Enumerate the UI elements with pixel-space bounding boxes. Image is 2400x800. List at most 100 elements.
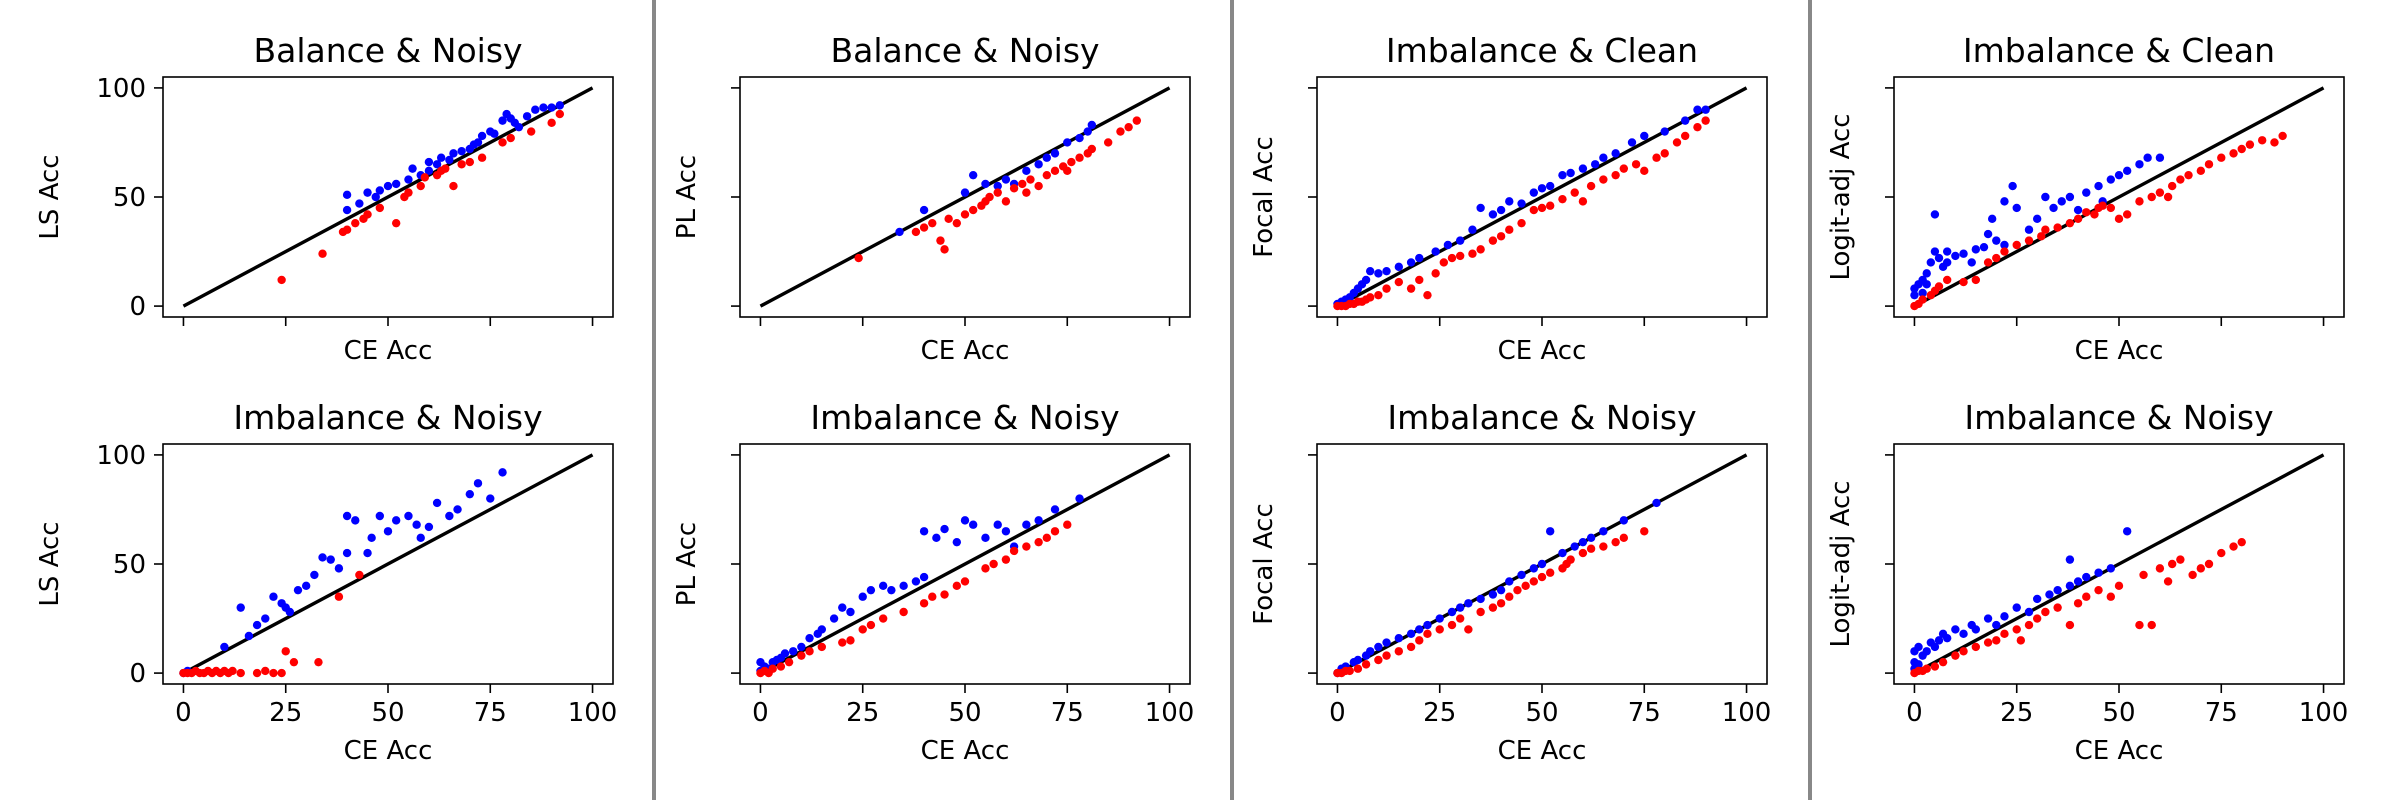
data-point <box>846 607 855 617</box>
data-point <box>1967 258 1976 267</box>
data-point <box>1529 205 1539 215</box>
data-point <box>342 548 352 558</box>
data-point <box>2155 188 2165 197</box>
data-point <box>1496 205 1506 215</box>
data-point <box>899 581 908 591</box>
data-point <box>486 494 495 503</box>
data-point <box>1365 293 1375 302</box>
data-point <box>2229 149 2238 158</box>
data-point <box>981 564 990 573</box>
data-point <box>441 164 450 173</box>
data-point <box>277 668 286 678</box>
data-point <box>424 166 434 176</box>
data-point <box>445 155 454 165</box>
data-point <box>1914 660 1923 669</box>
data-point <box>449 181 458 191</box>
data-point <box>1521 581 1530 591</box>
data-point <box>895 227 904 237</box>
data-point <box>2196 564 2206 573</box>
data-point <box>371 192 380 202</box>
data-point <box>1979 242 1989 252</box>
data-point <box>960 516 970 525</box>
data-point <box>1537 184 1547 193</box>
data-point <box>1992 620 2001 630</box>
data-point <box>919 223 929 232</box>
x-tick-label: 100 <box>568 698 618 728</box>
data-point <box>940 590 949 599</box>
data-point <box>2024 620 2034 630</box>
data-point <box>1619 533 1629 543</box>
data-point <box>2094 181 2103 191</box>
data-point <box>555 109 565 119</box>
data-point <box>1971 625 1981 634</box>
data-point <box>2073 205 2083 215</box>
data-point <box>1063 166 1072 176</box>
x-axis-label: CE Acc <box>1498 336 1587 366</box>
data-point <box>1992 236 2001 245</box>
data-point <box>477 131 487 141</box>
data-point <box>1050 149 1060 158</box>
data-point <box>1435 625 1444 634</box>
data-point <box>784 657 794 667</box>
data-point <box>457 146 466 156</box>
data-point <box>285 607 295 617</box>
data-point <box>310 570 319 580</box>
data-point <box>878 581 888 591</box>
data-point <box>1022 520 1031 529</box>
diagonal-line <box>182 453 594 675</box>
data-point <box>928 218 937 228</box>
data-point <box>2217 548 2226 558</box>
data-point <box>1001 555 1011 564</box>
data-point <box>244 631 254 641</box>
data-point <box>1394 262 1404 272</box>
data-point <box>547 118 556 128</box>
diagonal-line <box>182 86 594 308</box>
data-point <box>301 581 311 591</box>
data-point <box>547 103 556 112</box>
data-point <box>314 657 323 667</box>
data-point <box>363 210 372 219</box>
x-axis-label: CE Acc <box>2075 336 2164 366</box>
data-point <box>498 138 507 147</box>
data-point <box>1353 664 1363 673</box>
data-point <box>228 666 237 676</box>
data-point <box>1034 516 1043 525</box>
data-point <box>1382 651 1391 660</box>
x-axis-label: CE Acc <box>921 736 1010 766</box>
data-point <box>1382 266 1391 276</box>
data-point <box>318 249 327 258</box>
data-point <box>1415 275 1424 285</box>
data-point <box>993 181 1002 191</box>
scatter-panel: Imbalance & Noisy 0 25 50 75 100 CE Acc Focal A… <box>1249 398 1771 766</box>
data-point <box>968 170 978 180</box>
data-point <box>838 638 847 647</box>
data-point <box>1050 166 1060 176</box>
data-point <box>1983 638 1993 647</box>
data-point <box>1476 203 1485 213</box>
data-point <box>2090 210 2099 219</box>
data-point <box>2053 603 2062 612</box>
data-point <box>1009 546 1019 556</box>
data-point <box>412 520 421 529</box>
data-point <box>498 116 507 125</box>
data-point <box>261 666 270 676</box>
data-point <box>2065 218 2075 228</box>
y-axis-label: Focal Acc <box>1249 503 1279 625</box>
data-point <box>1406 284 1416 293</box>
data-point <box>1505 592 1514 601</box>
data-point <box>2122 210 2132 219</box>
data-point <box>919 527 929 536</box>
scatter-panel: Imbalance & Noisy 0 25 50 75 100 0 50 100 CE Acc L… <box>35 398 617 766</box>
data-point <box>375 203 385 213</box>
data-point <box>416 181 425 191</box>
data-point <box>1517 199 1526 208</box>
data-point <box>1934 253 1944 263</box>
data-point <box>2094 585 2103 595</box>
data-point <box>252 620 262 630</box>
panel-title: Imbalance & Clean <box>1386 31 1698 70</box>
data-point <box>473 138 483 147</box>
data-point <box>2024 225 2034 234</box>
data-point <box>506 133 515 143</box>
data-point <box>1971 275 1981 285</box>
y-axis-label: LS Acc <box>35 154 65 239</box>
